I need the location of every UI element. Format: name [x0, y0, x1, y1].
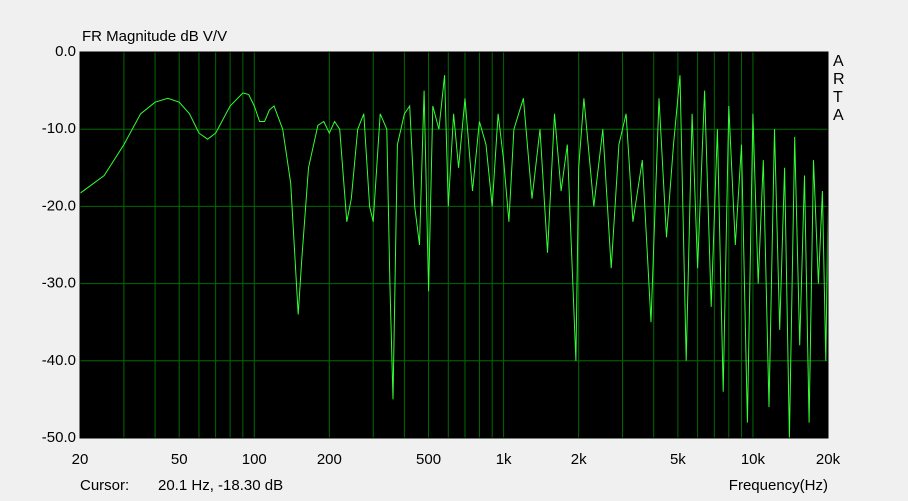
side-label: ARTA: [833, 53, 845, 124]
y-tick-label: -50.0: [42, 429, 76, 446]
plot-border: [79, 51, 829, 439]
cursor-value: 20.1 Hz, -18.30 dB: [158, 477, 283, 494]
x-tick-label: 500: [416, 451, 441, 468]
x-tick-label: 20k: [816, 451, 841, 468]
y-tick-label: -30.0: [42, 275, 76, 292]
x-tick-label: 10k: [741, 451, 766, 468]
chart-title: FR Magnitude dB V/V: [82, 28, 227, 45]
line-series: [79, 75, 829, 439]
x-tick-label: 200: [317, 451, 342, 468]
cursor-label: Cursor:: [80, 477, 129, 494]
y-tick-label: -10.0: [42, 120, 76, 137]
x-tick-label: 100: [242, 451, 267, 468]
plot-area: [80, 52, 828, 438]
x-tick-label: 20: [72, 451, 89, 468]
x-tick-label: 5k: [670, 451, 686, 468]
x-tick-label: 2k: [571, 451, 587, 468]
x-tick-label: 50: [171, 451, 188, 468]
y-tick-label: -20.0: [42, 197, 76, 214]
y-tick-label: 0.0: [55, 43, 76, 60]
x-axis-label: Frequency(Hz): [729, 477, 828, 494]
y-tick-label: -40.0: [42, 352, 76, 369]
x-tick-label: 1k: [496, 451, 512, 468]
